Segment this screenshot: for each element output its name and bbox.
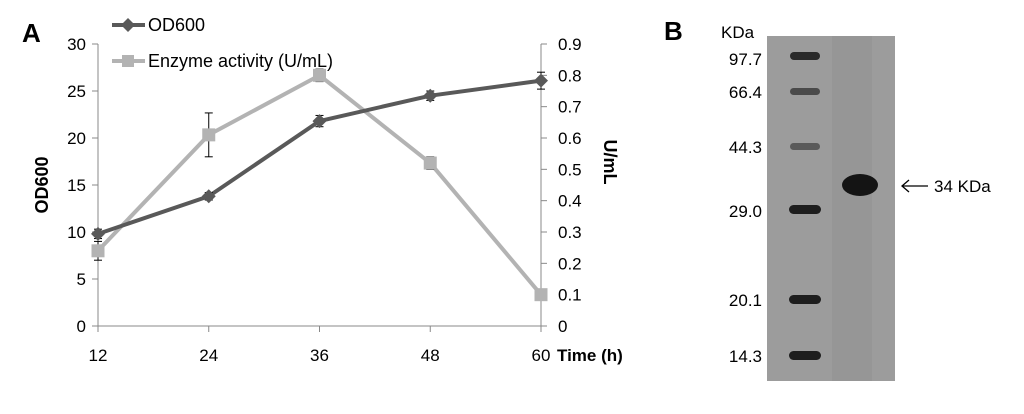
x-tick-label: 12 [89,346,108,365]
y2-tick-label: 0.4 [558,192,582,211]
series-line-enzyme [96,73,543,296]
x-tick-label: 60 [532,346,551,365]
y-tick-label: 30 [67,35,86,54]
data-point-enzyme [313,68,326,82]
y-tick-label: 10 [67,223,86,242]
y-tick-label: 0 [77,317,86,336]
tick-marks: 0 5 10 15 20 25 30 0 0.1 0.2 0.3 0.4 0.5 0.6 0.7 0.8 0.9… [67,35,582,365]
legend-label-enzyme: Enzyme activity (U/mL) [148,51,333,71]
data-point-od600 [312,114,327,129]
data-point-od600 [91,226,105,241]
marker-band-20-1 [789,295,821,304]
sds-page-gel-image [767,36,895,381]
gel-background [767,36,895,381]
legend-label-od600: OD600 [148,15,205,35]
marker-label-44-3: 44.3 [729,138,762,157]
legend: OD600 Enzyme activity (U/mL) [112,15,333,71]
marker-label-20-1: 20.1 [729,291,762,310]
series-layer [91,68,548,302]
marker-label-97-7: 97.7 [729,50,762,69]
data-point-enzyme [534,288,548,302]
y-tick-label: 15 [67,176,86,195]
marker-label-66-4: 66.4 [729,83,762,102]
x-axis-title: Time (h) [557,346,623,365]
band-arrow [901,179,928,193]
band-arrow-head [901,179,910,193]
sample-band-34-kda [842,174,878,196]
y-tick-label: 5 [77,270,86,289]
legend-marker-enzyme [122,55,134,67]
data-point-enzyme [423,156,437,170]
gel-unit-header: KDa [721,23,755,42]
band-size-label: 34 KDa [934,177,991,196]
chart-axes [97,44,542,327]
sample-lane [832,36,872,381]
data-point-enzyme [202,128,216,142]
x-tick-label: 36 [310,346,329,365]
data-point-od600 [423,88,438,103]
data-point-od600 [201,189,216,204]
panel-a-label: A [22,18,41,48]
marker-band-29-0 [789,205,821,214]
x-tick-label: 24 [199,346,218,365]
legend-marker-od600 [121,18,135,32]
data-point-enzyme [91,244,105,258]
y2-tick-label: 0.1 [558,286,582,305]
marker-band-14-3 [789,351,821,360]
y2-tick-label: 0.3 [558,223,582,242]
panel-b-label: B [664,16,683,46]
marker-band-66-4 [790,88,820,95]
y2-tick-label: 0 [558,317,567,336]
x-tick-label: 48 [421,346,440,365]
data-point-od600 [534,73,548,88]
marker-label-14-3: 14.3 [729,347,762,366]
marker-band-44-3 [790,143,820,150]
y-tick-label: 25 [67,82,86,101]
marker-label-29-0: 29.0 [729,202,762,221]
series-line-od600 [97,78,542,236]
y2-tick-label: 0.5 [558,160,582,179]
marker-band-97-7 [790,52,820,60]
y-axis-title: OD600 [32,156,52,213]
y2-tick-label: 0.7 [558,98,582,117]
y2-axis-title: U/mL [600,140,620,185]
y2-tick-label: 0.6 [558,129,582,148]
y2-tick-label: 0.2 [558,254,582,273]
y-tick-label: 20 [67,129,86,148]
y2-tick-label: 0.8 [558,66,582,85]
y2-tick-label: 0.9 [558,35,582,54]
